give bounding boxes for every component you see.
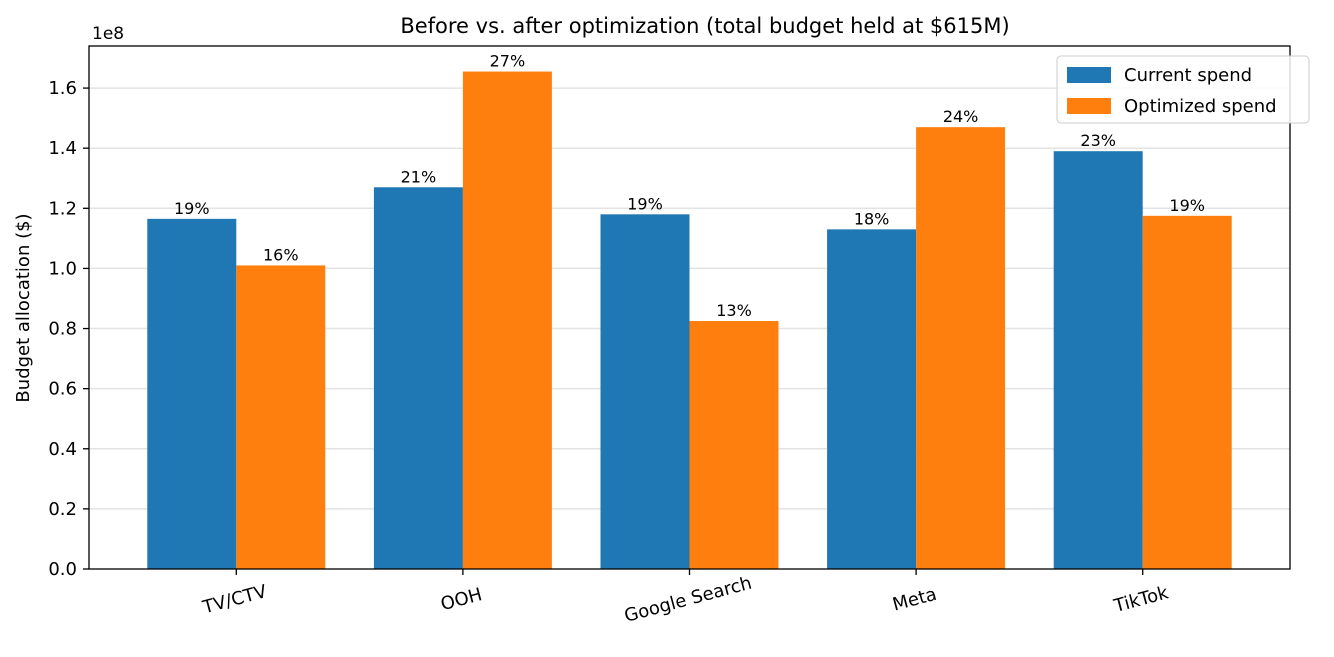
- bar-value-label: 21%: [401, 167, 437, 186]
- bar-value-label: 23%: [1080, 131, 1116, 150]
- chart-title: Before vs. after optimization (total bud…: [400, 14, 1009, 38]
- bar: [827, 229, 917, 569]
- x-tick-label: OOH: [439, 584, 485, 615]
- x-tick-label: Google Search: [622, 573, 754, 627]
- bar: [600, 214, 690, 569]
- bar-value-label: 24%: [943, 107, 979, 126]
- bar-value-label: 13%: [716, 301, 752, 320]
- bar-value-label: 18%: [854, 209, 890, 228]
- y-tick-label: 0.4: [48, 439, 77, 460]
- bar: [689, 321, 779, 569]
- y-tick-label: 1.6: [48, 78, 77, 99]
- y-tick-label: 0.6: [48, 379, 77, 400]
- bar-value-label: 27%: [490, 52, 526, 71]
- legend-swatch: [1067, 67, 1111, 83]
- bar: [1053, 151, 1143, 569]
- y-axis: 0.0 0.2 0.4 0.6 0.8 1.0 1.2 1.4 1.6: [48, 78, 89, 580]
- y-tick-label: 0.2: [48, 499, 77, 520]
- legend-swatch: [1067, 98, 1111, 114]
- bar: [236, 265, 326, 569]
- y-offset-label: 1e8: [92, 24, 124, 44]
- bar-value-label: 16%: [263, 245, 299, 264]
- bar-labels: 19% 16% 21% 27% 19% 13% 18% 24% 23% 19%: [174, 52, 1205, 320]
- bar: [147, 218, 237, 570]
- legend: Current spend Optimized spend: [1056, 55, 1310, 124]
- legend-entry: Optimized spend: [1124, 96, 1277, 117]
- bar-value-label: 19%: [174, 199, 210, 218]
- bar: [1142, 215, 1232, 569]
- bars: [147, 71, 1232, 570]
- y-axis-label: Budget allocation ($): [13, 213, 34, 402]
- x-axis: TV/CTV OOH Google Search Meta TikTok: [200, 569, 1171, 627]
- y-tick-label: 1.2: [48, 198, 77, 219]
- bar: [462, 71, 552, 569]
- x-tick-label: TikTok: [1111, 582, 1171, 617]
- x-tick-label: TV/CTV: [200, 581, 270, 619]
- bar-value-label: 19%: [627, 194, 663, 213]
- y-tick-label: 0.0: [48, 559, 77, 580]
- x-tick-label: Meta: [890, 584, 939, 616]
- legend-entry: Current spend: [1124, 65, 1252, 86]
- y-tick-label: 1.0: [48, 258, 77, 279]
- bar: [373, 187, 463, 569]
- y-tick-label: 0.8: [48, 319, 77, 340]
- bar: [916, 127, 1006, 569]
- y-tick-label: 1.4: [48, 138, 77, 159]
- legend-box: [1056, 55, 1310, 124]
- bar-value-label: 19%: [1169, 196, 1205, 215]
